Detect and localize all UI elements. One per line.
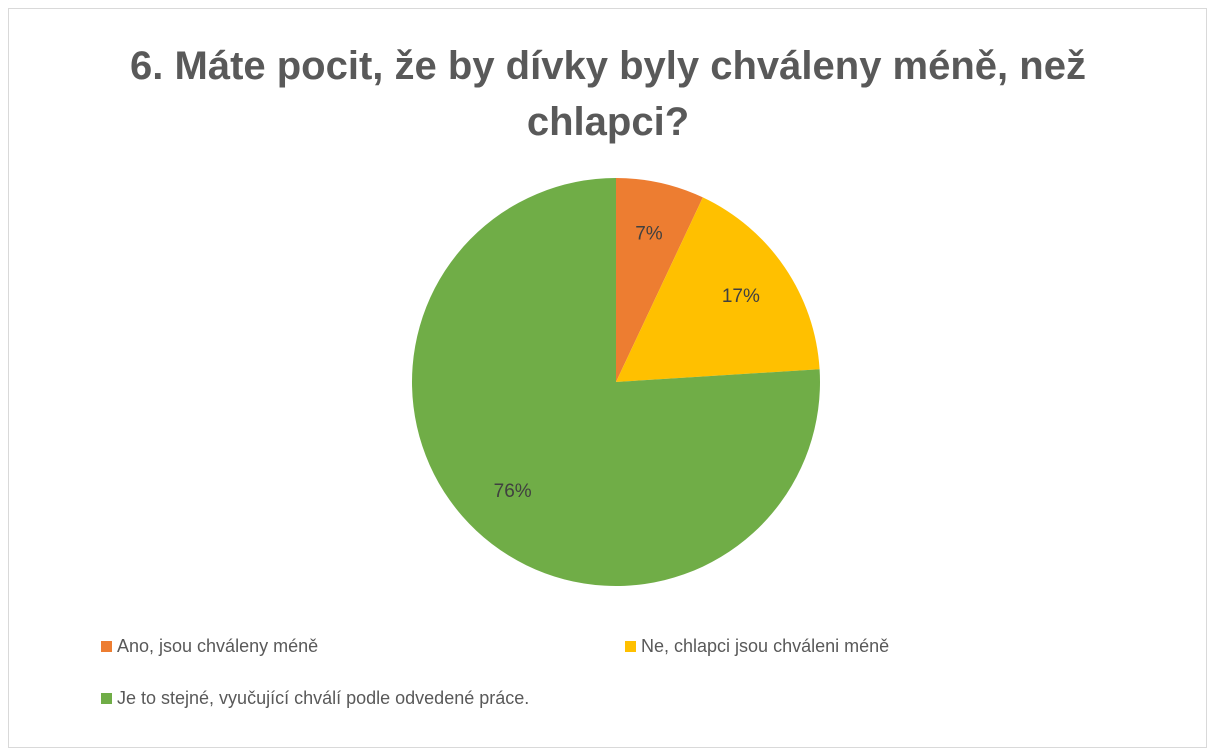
- legend-label-ano: Ano, jsou chváleny méně: [117, 636, 319, 656]
- pie-label-ne: 17%: [722, 286, 760, 307]
- pie-chart: 7% 17% 76%: [412, 178, 820, 586]
- pie-slice-ano: [616, 178, 703, 382]
- chart-title-line-1: 6. Máte pocit, že by dívky byly chváleny…: [130, 44, 1086, 88]
- chart-title: 6. Máte pocit, že by dívky byly chváleny…: [0, 38, 1216, 150]
- legend-swatch-ne: [625, 641, 636, 652]
- legend-item-ne: Ne, chlapci jsou chváleni méně: [625, 636, 889, 657]
- legend-item-ano: Ano, jsou chváleny méně: [101, 636, 318, 657]
- legend-label-ne: Ne, chlapci jsou chváleni méně: [641, 636, 890, 656]
- pie-label-stejne: 76%: [494, 481, 532, 502]
- legend-swatch-ano: [101, 641, 112, 652]
- pie-label-ano: 7%: [635, 224, 663, 245]
- legend-label-stejne: Je to stejné, vyučující chválí podle odv…: [117, 688, 530, 708]
- legend-item-stejne: Je to stejné, vyučující chválí podle odv…: [101, 688, 529, 709]
- pie-slice-stejne: [412, 178, 820, 586]
- pie-slice-ne: [616, 197, 820, 382]
- chart-title-line-2: chlapci?: [526, 100, 690, 144]
- legend-swatch-stejne: [101, 693, 112, 704]
